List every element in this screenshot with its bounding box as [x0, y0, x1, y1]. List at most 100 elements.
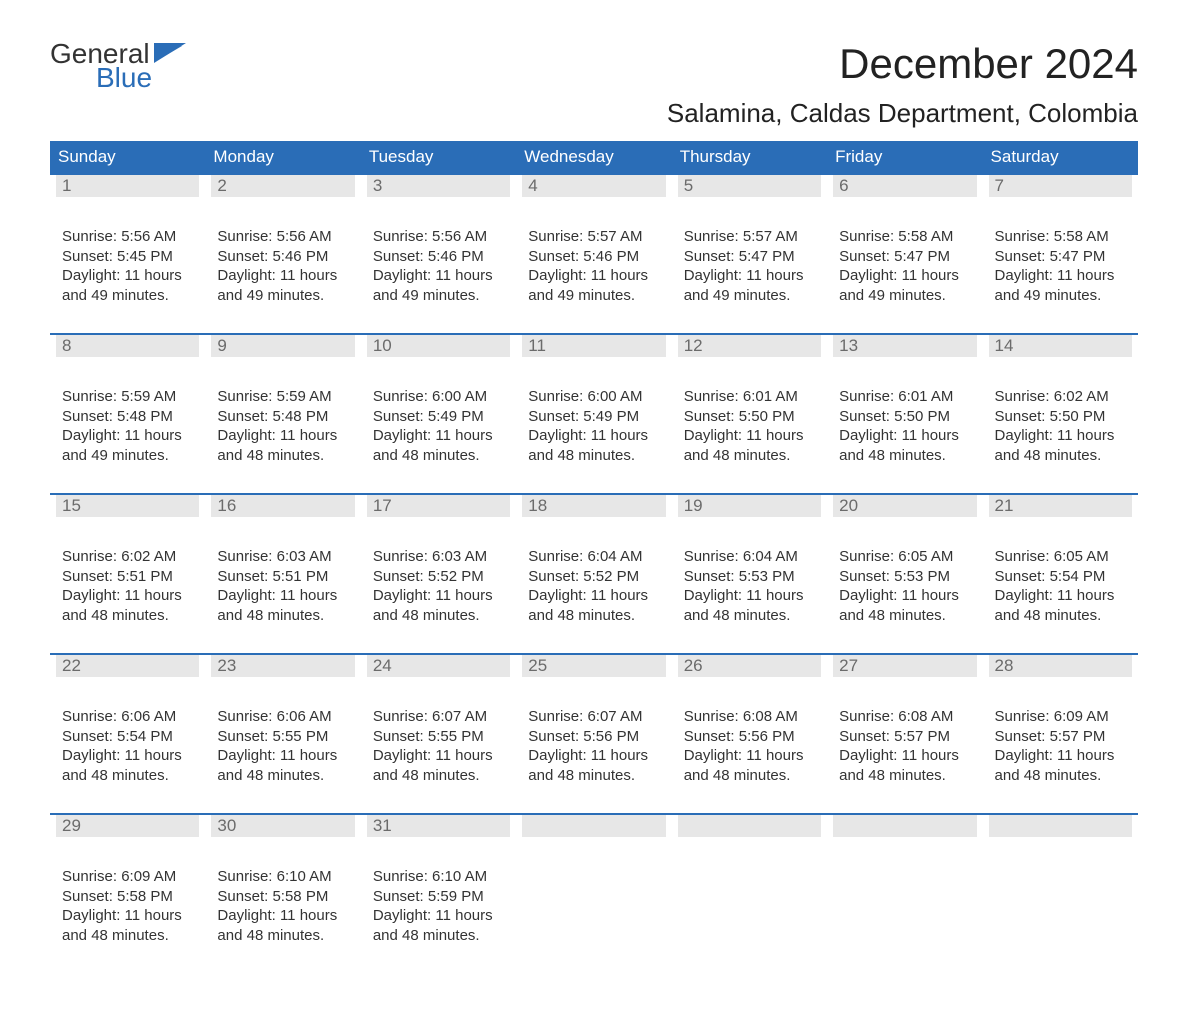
daylight-line: Daylight: 11 hours — [684, 746, 815, 766]
day-body: Sunrise: 6:05 AMSunset: 5:54 PMDaylight:… — [989, 545, 1132, 625]
daylight-line2: and 49 minutes. — [62, 286, 193, 306]
daylight-line2: and 49 minutes. — [684, 286, 815, 306]
day-body: Sunrise: 6:09 AMSunset: 5:58 PMDaylight:… — [56, 865, 199, 945]
sunset-line: Sunset: 5:50 PM — [684, 407, 815, 427]
week-daynum-row: 891011121314 — [50, 334, 1138, 385]
sunrise-line: Sunrise: 6:09 AM — [62, 867, 193, 887]
day-cell: Sunrise: 6:04 AMSunset: 5:52 PMDaylight:… — [516, 545, 671, 654]
day-body: Sunrise: 5:59 AMSunset: 5:48 PMDaylight:… — [211, 385, 354, 465]
day-body: Sunrise: 5:59 AMSunset: 5:48 PMDaylight:… — [56, 385, 199, 465]
daylight-line: Daylight: 11 hours — [839, 746, 970, 766]
day-cell: Sunrise: 5:57 AMSunset: 5:46 PMDaylight:… — [516, 225, 671, 334]
day-body: Sunrise: 5:56 AMSunset: 5:46 PMDaylight:… — [211, 225, 354, 305]
day-number-cell: 11 — [516, 334, 671, 385]
day-number-cell: 20 — [827, 494, 982, 545]
day-number: 4 — [522, 175, 665, 197]
day-number-cell: 27 — [827, 654, 982, 705]
sunset-line: Sunset: 5:51 PM — [217, 567, 348, 587]
day-cell: Sunrise: 6:09 AMSunset: 5:58 PMDaylight:… — [50, 865, 205, 973]
day-cell: Sunrise: 6:01 AMSunset: 5:50 PMDaylight:… — [827, 385, 982, 494]
day-cell: Sunrise: 5:57 AMSunset: 5:47 PMDaylight:… — [672, 225, 827, 334]
day-cell: Sunrise: 5:59 AMSunset: 5:48 PMDaylight:… — [50, 385, 205, 494]
day-body: Sunrise: 6:00 AMSunset: 5:49 PMDaylight:… — [522, 385, 665, 465]
sunrise-line: Sunrise: 6:04 AM — [528, 547, 659, 567]
sunrise-line: Sunrise: 6:02 AM — [62, 547, 193, 567]
sunrise-line: Sunrise: 6:08 AM — [839, 707, 970, 727]
day-number-cell: 28 — [983, 654, 1138, 705]
day-body: Sunrise: 6:10 AMSunset: 5:58 PMDaylight:… — [211, 865, 354, 945]
day-number: 17 — [367, 495, 510, 517]
daylight-line: Daylight: 11 hours — [995, 586, 1126, 606]
daylight-line2: and 48 minutes. — [684, 446, 815, 466]
day-body: Sunrise: 6:10 AMSunset: 5:59 PMDaylight:… — [367, 865, 510, 945]
sunset-line: Sunset: 5:52 PM — [373, 567, 504, 587]
day-body: Sunrise: 6:01 AMSunset: 5:50 PMDaylight:… — [833, 385, 976, 465]
day-cell — [827, 865, 982, 973]
day-number: 24 — [367, 655, 510, 677]
logo: General Blue — [50, 40, 186, 92]
day-number: 29 — [56, 815, 199, 837]
sunset-line: Sunset: 5:53 PM — [684, 567, 815, 587]
day-body: Sunrise: 6:07 AMSunset: 5:55 PMDaylight:… — [367, 705, 510, 785]
day-cell: Sunrise: 6:04 AMSunset: 5:53 PMDaylight:… — [672, 545, 827, 654]
daylight-line2: and 48 minutes. — [217, 926, 348, 946]
day-body: Sunrise: 6:08 AMSunset: 5:56 PMDaylight:… — [678, 705, 821, 785]
daylight-line2: and 48 minutes. — [995, 766, 1126, 786]
daylight-line2: and 48 minutes. — [684, 766, 815, 786]
daylight-line: Daylight: 11 hours — [62, 426, 193, 446]
daylight-line: Daylight: 11 hours — [684, 266, 815, 286]
day-number — [833, 815, 976, 837]
day-number: 11 — [522, 335, 665, 357]
sunset-line: Sunset: 5:53 PM — [839, 567, 970, 587]
sunset-line: Sunset: 5:58 PM — [217, 887, 348, 907]
day-cell — [516, 865, 671, 973]
sunrise-line: Sunrise: 6:04 AM — [684, 547, 815, 567]
day-cell: Sunrise: 6:02 AMSunset: 5:51 PMDaylight:… — [50, 545, 205, 654]
day-number — [522, 815, 665, 837]
day-number-cell: 4 — [516, 174, 671, 225]
day-number: 25 — [522, 655, 665, 677]
day-cell: Sunrise: 6:03 AMSunset: 5:52 PMDaylight:… — [361, 545, 516, 654]
weekday-col: Saturday — [983, 141, 1138, 174]
daylight-line: Daylight: 11 hours — [528, 586, 659, 606]
daylight-line: Daylight: 11 hours — [373, 586, 504, 606]
day-body: Sunrise: 6:03 AMSunset: 5:51 PMDaylight:… — [211, 545, 354, 625]
day-number: 26 — [678, 655, 821, 677]
weekday-col: Monday — [205, 141, 360, 174]
day-number-cell: 24 — [361, 654, 516, 705]
day-body: Sunrise: 6:04 AMSunset: 5:52 PMDaylight:… — [522, 545, 665, 625]
day-body: Sunrise: 6:06 AMSunset: 5:55 PMDaylight:… — [211, 705, 354, 785]
sunset-line: Sunset: 5:49 PM — [528, 407, 659, 427]
sunrise-line: Sunrise: 5:58 AM — [839, 227, 970, 247]
day-number: 7 — [989, 175, 1132, 197]
daylight-line: Daylight: 11 hours — [373, 266, 504, 286]
sunset-line: Sunset: 5:56 PM — [684, 727, 815, 747]
sunrise-line: Sunrise: 5:57 AM — [528, 227, 659, 247]
sunrise-line: Sunrise: 6:00 AM — [528, 387, 659, 407]
week-daynum-row: 293031 — [50, 814, 1138, 865]
day-number: 21 — [989, 495, 1132, 517]
day-number-cell — [827, 814, 982, 865]
daylight-line2: and 48 minutes. — [373, 766, 504, 786]
day-cell: Sunrise: 5:58 AMSunset: 5:47 PMDaylight:… — [983, 225, 1138, 334]
day-number-cell: 6 — [827, 174, 982, 225]
day-number-cell: 17 — [361, 494, 516, 545]
day-cell: Sunrise: 6:09 AMSunset: 5:57 PMDaylight:… — [983, 705, 1138, 814]
day-number-cell: 12 — [672, 334, 827, 385]
day-body: Sunrise: 5:58 AMSunset: 5:47 PMDaylight:… — [833, 225, 976, 305]
sunrise-line: Sunrise: 6:03 AM — [373, 547, 504, 567]
day-number: 27 — [833, 655, 976, 677]
day-number-cell: 26 — [672, 654, 827, 705]
sunrise-line: Sunrise: 5:56 AM — [217, 227, 348, 247]
day-number-cell: 3 — [361, 174, 516, 225]
header: General Blue December 2024 — [50, 40, 1138, 92]
day-body: Sunrise: 6:09 AMSunset: 5:57 PMDaylight:… — [989, 705, 1132, 785]
daylight-line2: and 48 minutes. — [217, 766, 348, 786]
daylight-line: Daylight: 11 hours — [373, 746, 504, 766]
day-cell: Sunrise: 6:00 AMSunset: 5:49 PMDaylight:… — [361, 385, 516, 494]
day-number: 3 — [367, 175, 510, 197]
day-body: Sunrise: 6:06 AMSunset: 5:54 PMDaylight:… — [56, 705, 199, 785]
daylight-line2: and 48 minutes. — [995, 606, 1126, 626]
daylight-line2: and 48 minutes. — [528, 766, 659, 786]
daylight-line2: and 49 minutes. — [217, 286, 348, 306]
